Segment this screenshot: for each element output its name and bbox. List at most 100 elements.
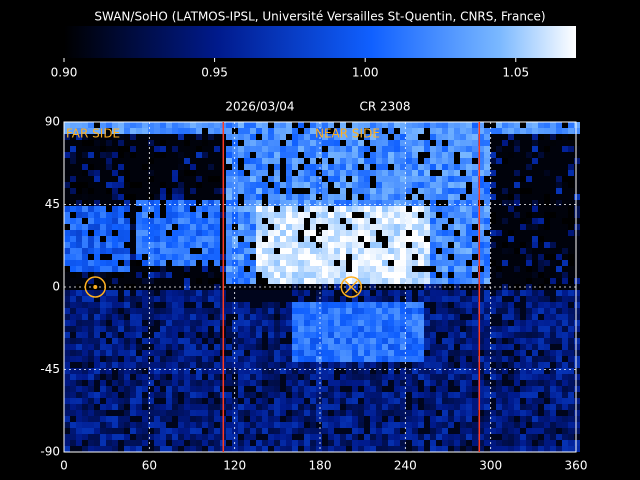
- map-cell: [562, 188, 568, 194]
- map-cell: [190, 296, 196, 302]
- map-cell: [424, 206, 430, 212]
- map-cell: [280, 374, 286, 380]
- map-cell: [412, 146, 418, 152]
- map-cell: [334, 188, 340, 194]
- map-cell: [238, 236, 244, 242]
- map-cell: [250, 326, 256, 332]
- map-cell: [148, 224, 154, 230]
- map-cell: [100, 314, 106, 320]
- map-cell: [94, 140, 100, 146]
- map-cell: [376, 170, 382, 176]
- map-cell: [106, 302, 112, 308]
- map-cell: [196, 326, 202, 332]
- map-cell: [568, 158, 574, 164]
- map-cell: [238, 200, 244, 206]
- map-cell: [550, 128, 556, 134]
- map-cell: [232, 158, 238, 164]
- map-cell: [382, 386, 388, 392]
- map-cell: [454, 146, 460, 152]
- map-cell: [538, 338, 544, 344]
- map-cell: [178, 224, 184, 230]
- map-cell: [304, 428, 310, 434]
- map-cell: [478, 254, 484, 260]
- map-cell: [286, 158, 292, 164]
- map-cell: [208, 182, 214, 188]
- map-cell: [454, 428, 460, 434]
- map-cell: [430, 164, 436, 170]
- map-cell: [178, 398, 184, 404]
- map-cell: [556, 254, 562, 260]
- map-cell: [550, 218, 556, 224]
- map-cell: [238, 158, 244, 164]
- map-cell: [412, 122, 418, 128]
- map-cell: [256, 320, 262, 326]
- map-cell: [514, 272, 520, 278]
- map-cell: [544, 182, 550, 188]
- map-cell: [64, 212, 70, 218]
- map-cell: [454, 434, 460, 440]
- map-cell: [82, 158, 88, 164]
- map-cell: [358, 392, 364, 398]
- map-cell: [142, 218, 148, 224]
- map-cell: [238, 404, 244, 410]
- map-cell: [466, 206, 472, 212]
- map-cell: [478, 272, 484, 278]
- map-cell: [262, 176, 268, 182]
- map-cell: [136, 242, 142, 248]
- map-cell: [178, 320, 184, 326]
- map-cell: [316, 236, 322, 242]
- map-cell: [136, 152, 142, 158]
- map-cell: [190, 272, 196, 278]
- map-cell: [418, 152, 424, 158]
- map-cell: [418, 200, 424, 206]
- map-cell: [526, 158, 532, 164]
- map-cell: [364, 338, 370, 344]
- map-cell: [508, 134, 514, 140]
- map-cell: [556, 194, 562, 200]
- map-cell: [274, 236, 280, 242]
- map-cell: [82, 188, 88, 194]
- map-cell: [184, 374, 190, 380]
- map-cell: [574, 272, 580, 278]
- map-cell: [448, 272, 454, 278]
- map-cell: [526, 356, 532, 362]
- map-cell: [484, 152, 490, 158]
- map-cell: [286, 134, 292, 140]
- map-cell: [130, 278, 136, 284]
- map-cell: [178, 206, 184, 212]
- map-cell: [76, 176, 82, 182]
- map-cell: [526, 410, 532, 416]
- map-cell: [142, 236, 148, 242]
- map-cell: [298, 212, 304, 218]
- map-cell: [340, 386, 346, 392]
- map-cell: [490, 134, 496, 140]
- map-cell: [274, 200, 280, 206]
- map-cell: [448, 362, 454, 368]
- map-cell: [442, 278, 448, 284]
- map-cell: [190, 230, 196, 236]
- map-cell: [400, 254, 406, 260]
- map-cell: [358, 386, 364, 392]
- map-cell: [538, 434, 544, 440]
- map-cell: [184, 422, 190, 428]
- map-cell: [394, 164, 400, 170]
- map-cell: [238, 230, 244, 236]
- map-cell: [406, 332, 412, 338]
- map-cell: [118, 182, 124, 188]
- map-cell: [472, 368, 478, 374]
- map-cell: [322, 254, 328, 260]
- map-cell: [82, 302, 88, 308]
- map-cell: [214, 212, 220, 218]
- map-cell: [562, 206, 568, 212]
- map-cell: [70, 320, 76, 326]
- map-cell: [214, 410, 220, 416]
- map-cell: [250, 170, 256, 176]
- map-cell: [508, 422, 514, 428]
- map-cell: [100, 440, 106, 446]
- map-cell: [502, 392, 508, 398]
- map-cell: [358, 158, 364, 164]
- map-cell: [460, 158, 466, 164]
- map-cell: [118, 422, 124, 428]
- map-cell: [538, 206, 544, 212]
- map-cell: [466, 182, 472, 188]
